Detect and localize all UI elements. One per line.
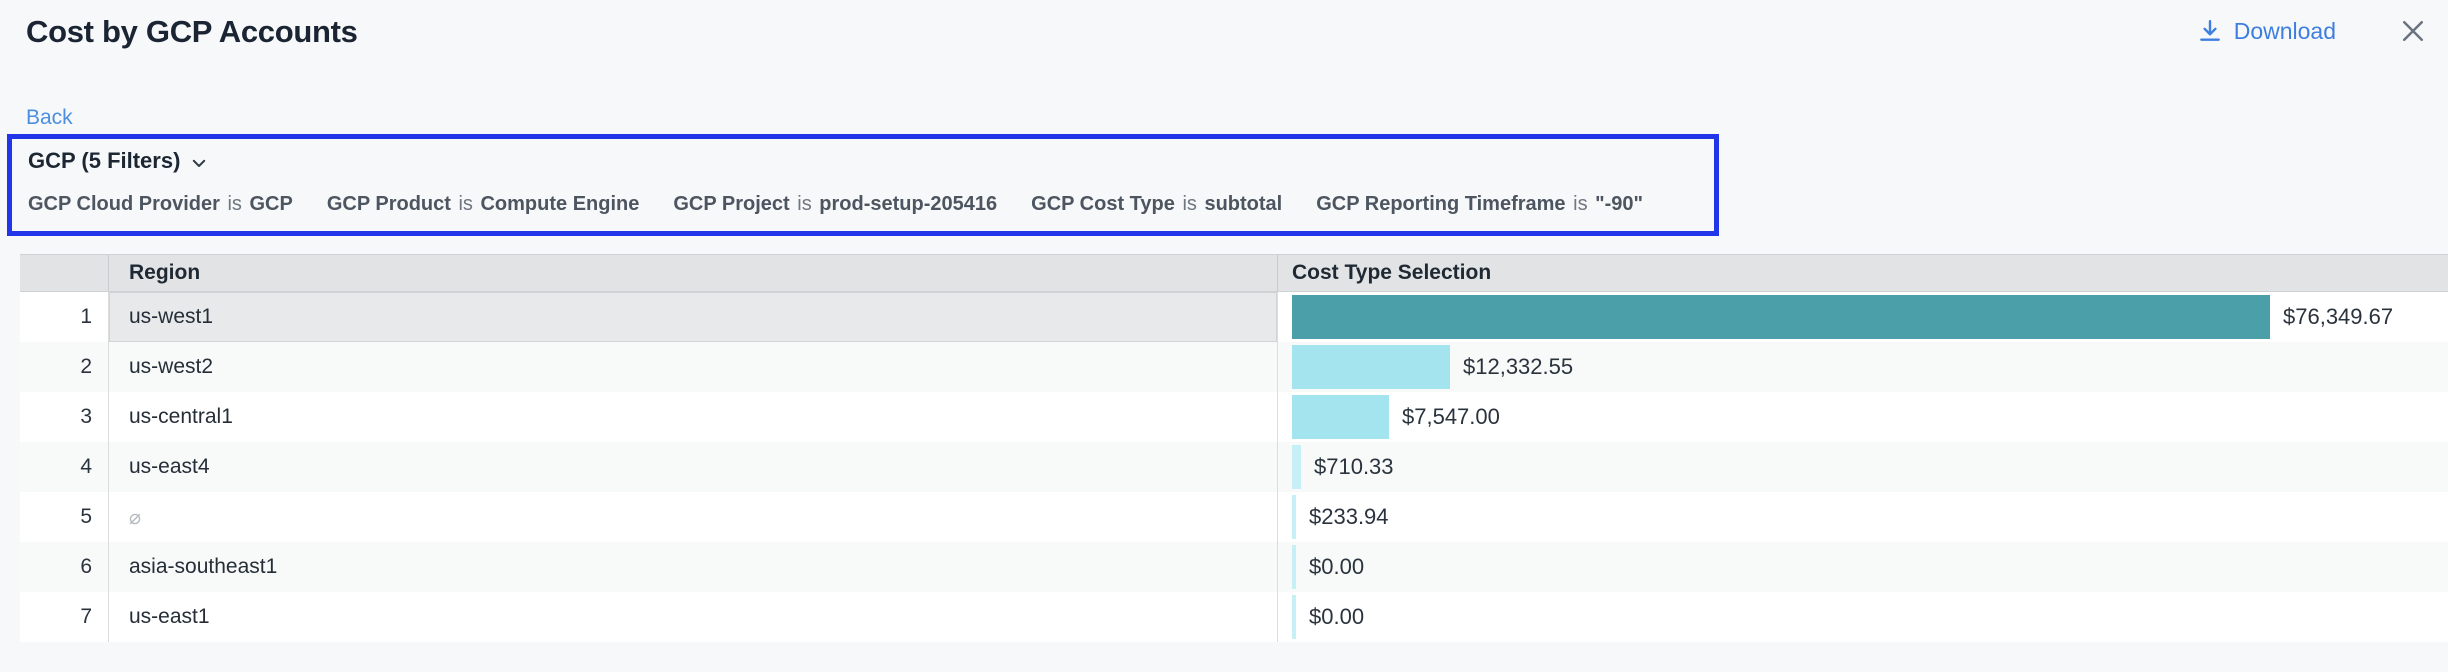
page-title: Cost by GCP Accounts	[26, 14, 358, 49]
table-row[interactable]: 7 us-east1 $0.00	[20, 592, 2448, 642]
row-number: 1	[20, 292, 109, 342]
table-row[interactable]: 1 us-west1 $76,349.67	[20, 292, 2448, 342]
header-cost-type-selection[interactable]: Cost Type Selection	[1292, 261, 1492, 284]
table-body: 1 us-west1 $76,349.67 2 us-west2 $12,332…	[20, 292, 2448, 642]
row-number: 6	[20, 542, 109, 592]
cost-value-label: $0.00	[1309, 554, 1365, 579]
chevron-down-icon	[190, 151, 208, 172]
cost-bar	[1292, 445, 1301, 489]
cost-bar	[1292, 495, 1296, 539]
cost-value-label: $0.00	[1309, 604, 1365, 629]
filter-chip: GCP Cloud Provider is GCP	[28, 193, 293, 215]
filter-list: GCP Cloud Provider is GCP GCP Product is…	[28, 193, 1700, 216]
cost-value-label: $710.33	[1314, 454, 1394, 479]
top-actions: Download	[2197, 16, 2428, 46]
table-row[interactable]: 5 ⌀ $233.94	[20, 492, 2448, 542]
row-number: 4	[20, 442, 109, 492]
cost-cell: $710.33	[1278, 442, 2448, 492]
region-cell[interactable]: us-east1	[109, 592, 1278, 642]
cost-bar	[1292, 345, 1450, 389]
cost-cell: $12,332.55	[1278, 342, 2448, 392]
cost-value-label: $7,547.00	[1402, 404, 1500, 429]
table-row[interactable]: 4 us-east4 $710.33	[20, 442, 2448, 492]
top-bar: Cost by GCP Accounts Download	[0, 0, 2448, 52]
cost-table: Region Cost Type Selection 1 us-west1 $7…	[20, 254, 2448, 642]
region-cell[interactable]: us-central1	[109, 392, 1278, 442]
cost-cell: $233.94	[1278, 492, 2448, 542]
download-label: Download	[2233, 17, 2336, 44]
cost-value-label: $76,349.67	[2283, 304, 2394, 329]
region-cell[interactable]: us-west1	[109, 292, 1278, 342]
row-number: 7	[20, 592, 109, 642]
header-region[interactable]: Region	[109, 255, 1278, 291]
region-cell[interactable]: asia-southeast1	[109, 542, 1278, 592]
table-row[interactable]: 3 us-central1 $7,547.00	[20, 392, 2448, 442]
download-icon	[2197, 18, 2223, 44]
cost-bar	[1292, 395, 1389, 439]
filter-chip: GCP Product is Compute Engine	[326, 193, 640, 215]
close-button[interactable]	[2398, 16, 2428, 46]
region-cell[interactable]: us-east4	[109, 442, 1278, 492]
filter-box: GCP (5 Filters) GCP Cloud Provider is GC…	[7, 134, 1719, 236]
filter-chip: GCP Project is prod-setup-205416	[673, 193, 998, 215]
cost-bar	[1292, 545, 1296, 589]
filter-chip: GCP Reporting Timeframe is "-90"	[1316, 193, 1644, 215]
header-row-number	[20, 255, 109, 291]
cost-cell: $76,349.67	[1278, 292, 2448, 342]
filter-summary-label: GCP (5 Filters)	[28, 148, 181, 173]
cost-cell: $0.00	[1278, 592, 2448, 642]
filter-chip: GCP Cost Type is subtotal	[1031, 193, 1283, 215]
table-row[interactable]: 6 asia-southeast1 $0.00	[20, 542, 2448, 592]
table-row[interactable]: 2 us-west2 $12,332.55	[20, 342, 2448, 392]
close-icon	[2398, 16, 2428, 46]
back-link[interactable]: Back	[26, 106, 73, 129]
cost-value-label: $12,332.55	[1463, 354, 1574, 379]
row-number: 2	[20, 342, 109, 392]
cost-cell: $7,547.00	[1278, 392, 2448, 442]
cost-bar	[1292, 295, 2270, 339]
filter-summary-toggle[interactable]: GCP (5 Filters)	[28, 148, 208, 174]
row-number: 5	[20, 492, 109, 542]
row-number: 3	[20, 392, 109, 442]
download-button[interactable]: Download	[2197, 18, 2336, 45]
cost-bar	[1292, 595, 1296, 639]
cost-value-label: $233.94	[1309, 504, 1389, 529]
region-cell[interactable]: us-west2	[109, 342, 1278, 392]
cost-cell: $0.00	[1278, 542, 2448, 592]
table-header: Region Cost Type Selection	[20, 254, 2448, 292]
region-cell[interactable]: ⌀	[109, 492, 1278, 542]
